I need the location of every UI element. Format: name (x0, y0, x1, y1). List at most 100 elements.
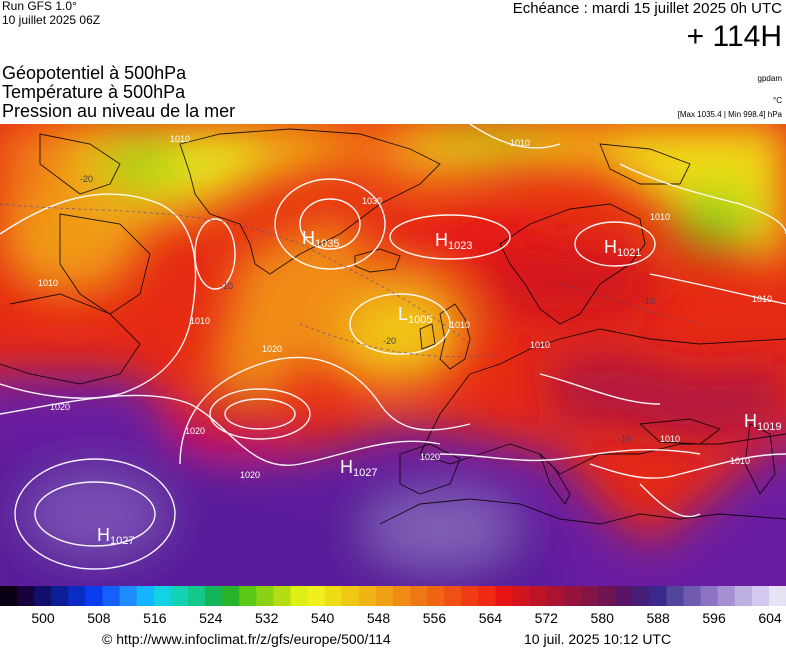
isobar-labels: 1010 1010 1010 1010 1020 1020 1020 1020 … (38, 134, 772, 480)
colorbar-swatch (563, 586, 582, 606)
colorbar-tick-label: 588 (646, 610, 670, 626)
colorbar-swatch (239, 586, 257, 606)
colorbar-swatch (478, 586, 497, 606)
isobar-label: 1020 (420, 452, 440, 462)
colorbar-tick-label: 604 (758, 610, 782, 626)
colorbar-swatch (273, 586, 291, 606)
colorbar-swatch (0, 586, 18, 606)
temperature-label: -10 (618, 434, 631, 444)
isobar-label: 1010 (650, 212, 670, 222)
colorbar-swatch (615, 586, 633, 606)
lead-time: + 114H (686, 20, 782, 53)
colorbar-swatch (649, 586, 667, 606)
colorbar-swatch (717, 586, 736, 606)
colorbar-swatch (34, 586, 52, 606)
geopotential-field (0, 124, 786, 586)
colorbar-swatch (512, 586, 531, 606)
isobars (0, 124, 786, 570)
isobar-label: 1010 (660, 434, 680, 444)
colorbar-swatch (529, 586, 548, 606)
isobar-label: 1010 (530, 340, 550, 350)
colorbar-swatch (495, 586, 514, 606)
field-pressure: Pression au niveau de la mer (2, 101, 236, 121)
unit-geopotential: gpdam (757, 74, 782, 83)
isobar-label: 1020 (262, 344, 282, 354)
colorbar-swatch (205, 586, 223, 606)
isobar-label: 1020 (185, 426, 205, 436)
colorbar-tick-label: 540 (310, 610, 335, 626)
field-geopotential: Géopotentiel à 500hPa (2, 63, 187, 83)
colorbar-swatches (0, 586, 786, 606)
colorbar-swatch (153, 586, 172, 606)
isobar-label: 1010 (730, 456, 750, 466)
colorbar-swatch (85, 586, 104, 606)
pressure-minmax: [Max 1035.4 | Min 998.4] hPa (677, 110, 782, 119)
colorbar-swatch (751, 586, 770, 606)
temperature-label: -20 (80, 174, 93, 184)
run-title: Run GFS 1.0° (2, 0, 77, 13)
colorbar-swatch (734, 586, 753, 606)
valid-time: Echéance : mardi 15 juillet 2025 0h UTC (512, 0, 782, 17)
pressure-center: H1021 (604, 237, 641, 259)
colorbar-swatch (17, 586, 35, 606)
colorbar-swatch (222, 586, 240, 606)
colorbar-tick-label: 548 (366, 610, 391, 626)
isobar-label: 1020 (50, 402, 70, 412)
colorbar-tick-label: 564 (478, 610, 503, 626)
map-canvas: H1035 H1023 H1021 L1005 H1027 H1027 H101… (0, 124, 786, 586)
pressure-center: H1027 (97, 525, 134, 547)
colorbar-swatch (666, 586, 684, 606)
isobar-label: 1020 (240, 470, 260, 480)
colorbar-tick-label: 572 (534, 610, 558, 626)
temperature-label: -10 (642, 296, 655, 306)
colorbar-swatch (598, 586, 616, 606)
colorbar-swatch (580, 586, 599, 606)
colorbar-swatch (256, 586, 274, 606)
colorbar-swatch (444, 586, 462, 606)
colorbar-swatch (170, 586, 189, 606)
colorbar-swatch (187, 586, 206, 606)
colorbar-tick-label: 524 (199, 610, 223, 626)
colorbar-swatch (461, 586, 479, 606)
pressure-center: L1005 (398, 304, 433, 326)
colorbar-swatch (136, 586, 155, 606)
colorbar-swatch (324, 586, 343, 606)
colorbar-swatch (341, 586, 360, 606)
pressure-centers: H1035 H1023 H1021 L1005 H1027 H1027 H101… (97, 228, 781, 547)
temperature-labels: -20 -20 -10 -10 -10 (80, 174, 655, 444)
unit-temperature: °C (773, 96, 782, 105)
colorbar-swatch (102, 586, 121, 606)
colorbar-swatch (393, 586, 411, 606)
colorbar-swatch (375, 586, 394, 606)
colorbar-tick-label: 508 (87, 610, 111, 626)
colorbar-swatch (119, 586, 138, 606)
pressure-center: H1027 (340, 457, 377, 479)
temperature-contours (0, 203, 701, 358)
coastlines (0, 128, 786, 525)
isobar-label: 1010 (190, 316, 210, 326)
colorbar-swatch (427, 586, 445, 606)
isobar-label: 1010 (510, 138, 530, 148)
render-timestamp: 10 juil. 2025 10:12 UTC (524, 631, 672, 647)
colorbar-tick-label: 596 (702, 610, 726, 626)
colorbar-swatch (290, 586, 309, 606)
colorbar-swatch (410, 586, 428, 606)
colorbar-swatch (768, 586, 786, 606)
colorbar-tick-label: 500 (31, 610, 55, 626)
colorbar-tick-label: 580 (590, 610, 614, 626)
colorbar-swatch (632, 586, 650, 606)
isobar-label: 1010 (38, 278, 58, 288)
source-url[interactable]: © http://www.infoclimat.fr/z/gfs/europe/… (102, 631, 391, 647)
pressure-center: H1023 (435, 230, 472, 252)
run-date: 10 juillet 2025 06Z (2, 13, 101, 27)
temperature-label: -20 (383, 336, 396, 346)
colorbar-swatch (51, 586, 69, 606)
isobar-label: 1010 (170, 134, 190, 144)
isobar-label: 1010 (450, 320, 470, 330)
colorbar-swatch (358, 586, 377, 606)
colorbar-swatch (307, 586, 326, 606)
isobar-label: 1030 (362, 196, 382, 206)
colorbar-swatch (68, 586, 86, 606)
isobar-label: 1010 (752, 294, 772, 304)
weather-map[interactable]: H1035 H1023 H1021 L1005 H1027 H1027 H101… (0, 124, 786, 586)
